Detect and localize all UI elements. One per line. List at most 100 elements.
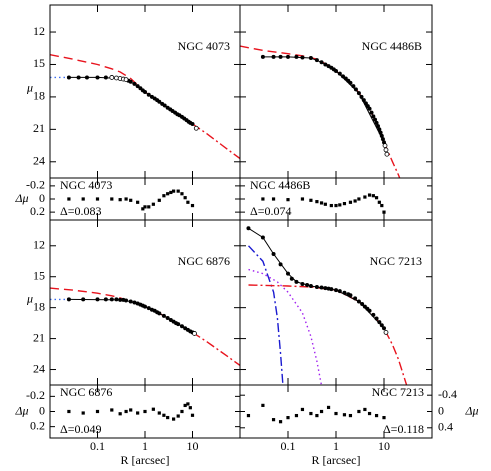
residual-point (129, 198, 133, 202)
residual-point (380, 203, 384, 208)
residual-point (309, 411, 313, 416)
residual-point (315, 200, 319, 204)
residual-point (319, 409, 324, 414)
residual-point (166, 192, 170, 196)
data-point (157, 311, 162, 316)
residual-point (294, 413, 299, 418)
residual-delta: Δ=0.083 (60, 204, 101, 218)
residual-axis-label: Δμ (14, 403, 28, 417)
residual-point (118, 198, 122, 202)
open-point (192, 331, 197, 336)
open-point (123, 77, 129, 83)
residual-point (188, 406, 192, 410)
data-point (378, 130, 383, 135)
x-axis-label: R [arcsec] (121, 453, 170, 467)
y-tick-label: 18 (33, 299, 45, 313)
panel-name: NGC 7213 (370, 254, 422, 268)
x-tick-label: 10 (378, 439, 390, 453)
data-point (348, 80, 353, 85)
model-curve (247, 245, 284, 385)
residual-point (124, 197, 128, 201)
residual-point (342, 201, 347, 206)
data-point (143, 304, 147, 309)
data-point (289, 276, 294, 281)
residual-point (363, 195, 367, 199)
data-point (84, 75, 89, 80)
data-point (382, 326, 386, 331)
plot-area (240, 45, 401, 178)
residual-name: NGC 4486B (250, 178, 310, 192)
residual-point (382, 416, 386, 420)
data-point (271, 252, 276, 257)
data-point (176, 322, 181, 327)
data-point (95, 75, 100, 80)
residual-delta: Δ=0.118 (383, 422, 424, 436)
model-curve (192, 331, 240, 366)
model-curve (240, 45, 385, 143)
residual-point (81, 411, 85, 415)
panel-frame (239, 4, 433, 179)
residual-point (326, 405, 331, 410)
open-point (382, 143, 388, 148)
data-point (374, 316, 379, 321)
data-point (260, 54, 265, 59)
x-tick-label: 0.1 (281, 439, 296, 453)
data-point (146, 92, 151, 97)
y-tick-label: 24 (33, 154, 45, 168)
residual-axis-label: Δμ (464, 403, 478, 417)
plot-area (50, 287, 240, 366)
residual-point (171, 189, 176, 193)
residual-point (261, 197, 265, 201)
residual-point (382, 210, 386, 214)
residual-point (162, 413, 166, 417)
data-point (286, 271, 290, 276)
residual-tick-label: 0.4 (438, 420, 453, 434)
panel-frame (49, 219, 241, 386)
x-tick-label: 1 (333, 439, 339, 453)
open-point (114, 75, 119, 81)
residual-point (157, 198, 161, 202)
residual-point (143, 205, 147, 209)
residual-point (81, 197, 85, 201)
open-point (383, 330, 389, 335)
residual-point (271, 418, 276, 422)
residual-point (162, 194, 166, 198)
data-point (361, 98, 366, 103)
data-point (359, 94, 364, 99)
residual-point (67, 409, 71, 414)
residual-point (323, 202, 327, 206)
residual-point (353, 199, 357, 203)
residual-axis-label: Δμ (14, 191, 28, 205)
y-tick-label: 12 (33, 24, 45, 38)
data-point (323, 286, 328, 291)
residual-point (367, 193, 372, 197)
data-point (369, 110, 374, 115)
residual-point (151, 202, 155, 206)
x-axis-label: R [arcsec] (312, 453, 361, 467)
data-point (300, 55, 305, 60)
residual-name: NGC 7213 (372, 385, 424, 399)
data-point (373, 117, 378, 122)
panel-name: NGC 4073 (178, 39, 230, 53)
x-tick-label: 10 (187, 439, 199, 453)
residual-point (363, 407, 367, 412)
residual-point (186, 402, 190, 406)
residual-point (183, 403, 187, 408)
x-tick-label: 0.1 (90, 439, 105, 453)
residual-point (183, 196, 187, 200)
data-point (371, 114, 376, 119)
model-curve (50, 287, 193, 334)
residual-point (357, 197, 361, 201)
model-curve (68, 298, 193, 333)
residual-tick-label: -0.2 (26, 178, 45, 192)
model-curve (50, 54, 193, 125)
y-tick-label: 15 (33, 56, 45, 70)
residual-point (374, 196, 379, 200)
data-point (334, 68, 338, 73)
residual-name: NGC 6876 (60, 385, 112, 399)
residual-point (334, 203, 338, 208)
residual-tick-label: -0.4 (438, 387, 457, 401)
y-tick-label: 24 (33, 361, 45, 375)
